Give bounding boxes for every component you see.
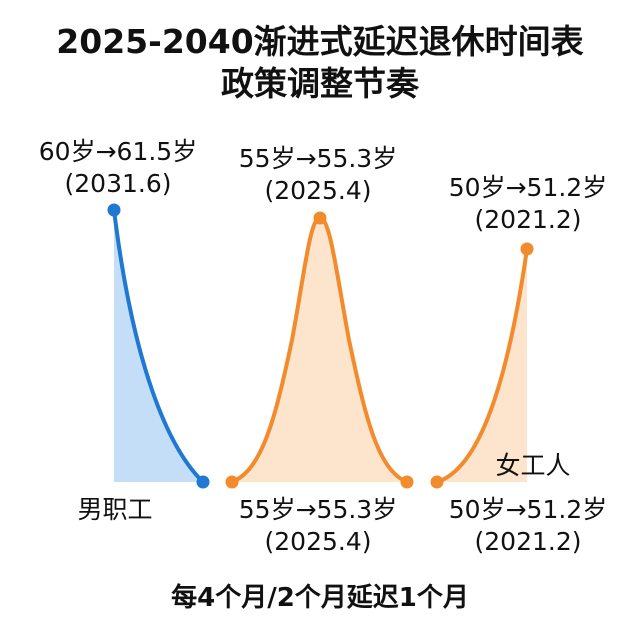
- female-worker-group-label: 女工人: [495, 451, 571, 480]
- male-line: [112, 208, 205, 484]
- chart-title-line1: 2025-2040渐进式延迟退休时间表: [56, 22, 584, 61]
- chart-title-line2: 政策调整节奏: [221, 64, 419, 103]
- worker-top-label-2: (2021.2): [474, 205, 582, 234]
- worker-end-point: [520, 242, 534, 256]
- male-top-label-2: (2031.6): [64, 169, 172, 198]
- cadre-start-point: [225, 475, 239, 489]
- male-group-label: 男职工: [77, 495, 153, 524]
- cadre-bottom-label-2: (2025.4): [264, 527, 372, 556]
- male-end-point: [196, 475, 210, 489]
- worker-line: [435, 247, 529, 484]
- male-area-fill: [114, 210, 203, 482]
- worker-start-point: [430, 475, 444, 489]
- worker-top-label-1: 50岁→51.2岁: [448, 173, 608, 202]
- cadre-end-point: [400, 475, 414, 489]
- chart-footer-note: 每4个月/2个月延迟1个月: [171, 583, 469, 613]
- cadre-top-label-2: (2025.4): [264, 176, 372, 205]
- worker-bottom-label-1: 50岁→51.2岁: [448, 495, 608, 524]
- cadre-top-label-1: 55岁→55.3岁: [238, 144, 398, 173]
- cadre-peak-point: [313, 211, 327, 225]
- male-start-point: [107, 203, 121, 217]
- male-top-label-1: 60岁→61.5岁: [38, 137, 198, 166]
- worker-bottom-label-2: (2021.2): [474, 527, 582, 556]
- cadre-area-fill: [232, 218, 407, 482]
- cadre-bottom-label-1: 55岁→55.3岁: [238, 495, 398, 524]
- worker-area-fill: [437, 249, 527, 482]
